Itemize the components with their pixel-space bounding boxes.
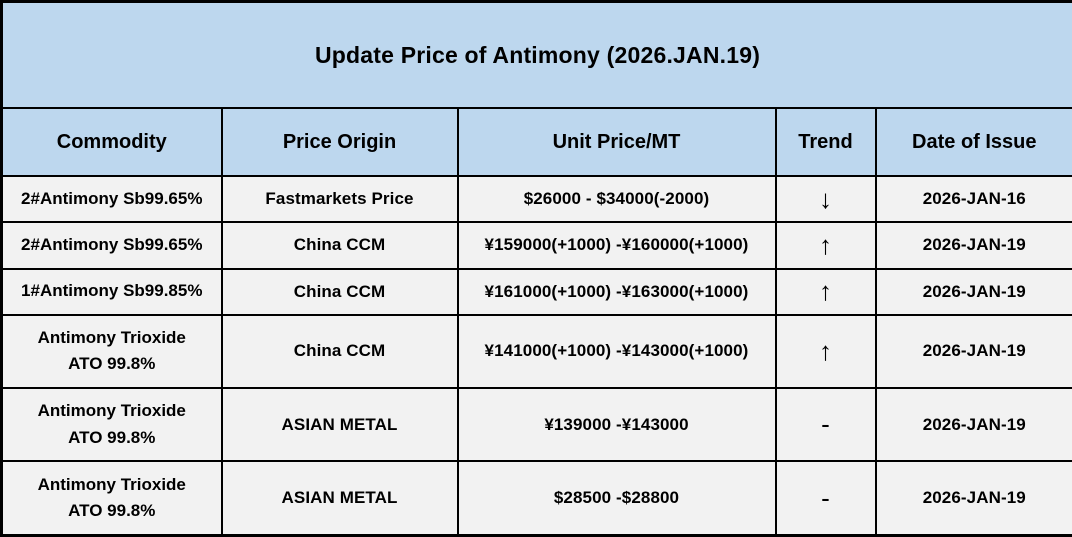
- unit-price-cell: ¥139000 -¥143000: [456, 387, 777, 463]
- commodity-cell: Antimony Trioxide ATO 99.8%: [0, 313, 223, 390]
- price-origin-cell: Fastmarkets Price: [220, 174, 459, 224]
- trend-no-change-dash: -: [774, 387, 877, 463]
- title-row: Update Price of Antimony (2026.JAN.19): [0, 0, 1072, 109]
- trend-down-arrow-icon: ↓: [774, 174, 877, 224]
- commodity-cell: Antimony Trioxide ATO 99.8%: [0, 387, 223, 463]
- price-origin-cell: China CCM: [220, 221, 459, 270]
- column-header-commodity: Commodity: [0, 107, 223, 177]
- price-origin-cell: China CCM: [220, 313, 459, 390]
- trend-up-arrow-icon: ↑: [774, 313, 877, 390]
- table-row: 2#Antimony Sb99.65% China CCM ¥159000(+1…: [0, 221, 1072, 270]
- column-header-trend: Trend: [774, 107, 877, 177]
- unit-price-cell: $28500 -$28800: [456, 460, 777, 537]
- trend-no-change-dash: -: [774, 460, 877, 537]
- date-of-issue-cell: 2026-JAN-19: [874, 460, 1072, 537]
- price-origin-cell: ASIAN METAL: [220, 460, 459, 537]
- date-of-issue-cell: 2026-JAN-19: [874, 313, 1072, 390]
- trend-up-arrow-icon: ↑: [774, 267, 877, 316]
- date-of-issue-cell: 2026-JAN-16: [874, 174, 1072, 224]
- date-of-issue-cell: 2026-JAN-19: [874, 267, 1072, 316]
- unit-price-cell: ¥159000(+1000) -¥160000(+1000): [456, 221, 777, 270]
- table-row: 1#Antimony Sb99.85% China CCM ¥161000(+1…: [0, 267, 1072, 316]
- table-row: 2#Antimony Sb99.65% Fastmarkets Price $2…: [0, 174, 1072, 224]
- column-header-unit-price: Unit Price/MT: [456, 107, 777, 177]
- unit-price-cell: ¥141000(+1000) -¥143000(+1000): [456, 313, 777, 390]
- page-title: Update Price of Antimony (2026.JAN.19): [0, 0, 1072, 109]
- column-header-date-of-issue: Date of Issue: [874, 107, 1072, 177]
- commodity-cell: 1#Antimony Sb99.85%: [0, 267, 223, 316]
- commodity-cell: Antimony Trioxide ATO 99.8%: [0, 460, 223, 537]
- price-origin-cell: China CCM: [220, 267, 459, 316]
- commodity-cell: 2#Antimony Sb99.65%: [0, 221, 223, 270]
- table-row: Antimony Trioxide ATO 99.8% China CCM ¥1…: [0, 313, 1072, 390]
- header-row: Commodity Price Origin Unit Price/MT Tre…: [0, 107, 1072, 177]
- commodity-cell: 2#Antimony Sb99.65%: [0, 174, 223, 224]
- table-row: Antimony Trioxide ATO 99.8% ASIAN METAL …: [0, 387, 1072, 463]
- unit-price-cell: ¥161000(+1000) -¥163000(+1000): [456, 267, 777, 316]
- date-of-issue-cell: 2026-JAN-19: [874, 387, 1072, 463]
- price-origin-cell: ASIAN METAL: [220, 387, 459, 463]
- table-row: Antimony Trioxide ATO 99.8% ASIAN METAL …: [0, 460, 1072, 537]
- trend-up-arrow-icon: ↑: [774, 221, 877, 270]
- date-of-issue-cell: 2026-JAN-19: [874, 221, 1072, 270]
- unit-price-cell: $26000 - $34000(-2000): [456, 174, 777, 224]
- column-header-price-origin: Price Origin: [220, 107, 459, 177]
